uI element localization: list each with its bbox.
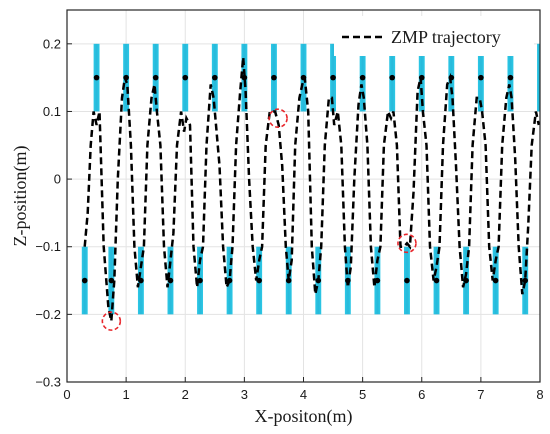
- highlight-circle: [268, 108, 288, 129]
- footstep-marker: [478, 74, 484, 81]
- y-tick-label: −0.1: [35, 239, 61, 254]
- y-axis-ticks: −0.3 −0.2 −0.1 0 0.1 0.2: [35, 36, 72, 390]
- footstep-marker: [93, 74, 100, 81]
- footstep-marker: [507, 74, 514, 81]
- footstep-marker: [81, 277, 88, 284]
- footstep-bar: [537, 43, 540, 112]
- legend: ZMP trajectory: [334, 16, 534, 56]
- footstep-marker: [389, 74, 395, 81]
- x-axis-title: X-positon(m): [255, 406, 353, 427]
- x-axis-ticks: 0 1 2 3 4 5 6 7 8: [63, 377, 544, 402]
- footstep-marker: [463, 277, 469, 284]
- y-tick-label: −0.2: [35, 307, 61, 322]
- footstep-marker: [271, 74, 277, 81]
- footstep-marker: [404, 277, 410, 284]
- footstep-marker: [152, 74, 159, 81]
- footstep-marker: [256, 277, 262, 284]
- y-tick-label: 0.2: [43, 36, 61, 51]
- x-tick-label: 4: [300, 387, 307, 402]
- y-tick-label: −0.3: [35, 375, 61, 390]
- footstep-marker: [433, 277, 440, 284]
- highlight-circle: [101, 311, 122, 331]
- footstep-marker: [359, 74, 366, 81]
- footstep-marker: [241, 74, 248, 81]
- footstep-marker: [182, 74, 189, 81]
- x-tick-label: 1: [123, 387, 130, 402]
- footstep-marker: [212, 74, 218, 81]
- footstep-marker: [492, 277, 499, 284]
- x-tick-label: 2: [182, 387, 189, 402]
- y-axis-title: Z-position(m): [10, 146, 31, 247]
- legend-label: ZMP trajectory: [391, 27, 501, 47]
- x-tick-label: 5: [359, 387, 366, 402]
- highlight-circle: [397, 233, 417, 254]
- x-tick-label: 0: [63, 387, 70, 402]
- x-tick-label: 8: [536, 387, 543, 402]
- footstep-marker: [108, 277, 115, 284]
- highlight-circles: [101, 108, 417, 331]
- y-tick-label: 0: [54, 172, 61, 187]
- zmp-trajectory-line: [83, 57, 541, 322]
- footstep-marker: [330, 74, 336, 81]
- x-tick-label: 7: [477, 387, 484, 402]
- x-tick-label: 3: [241, 387, 248, 402]
- y-tick-label: 0.1: [43, 104, 61, 119]
- x-tick-label: 6: [418, 387, 425, 402]
